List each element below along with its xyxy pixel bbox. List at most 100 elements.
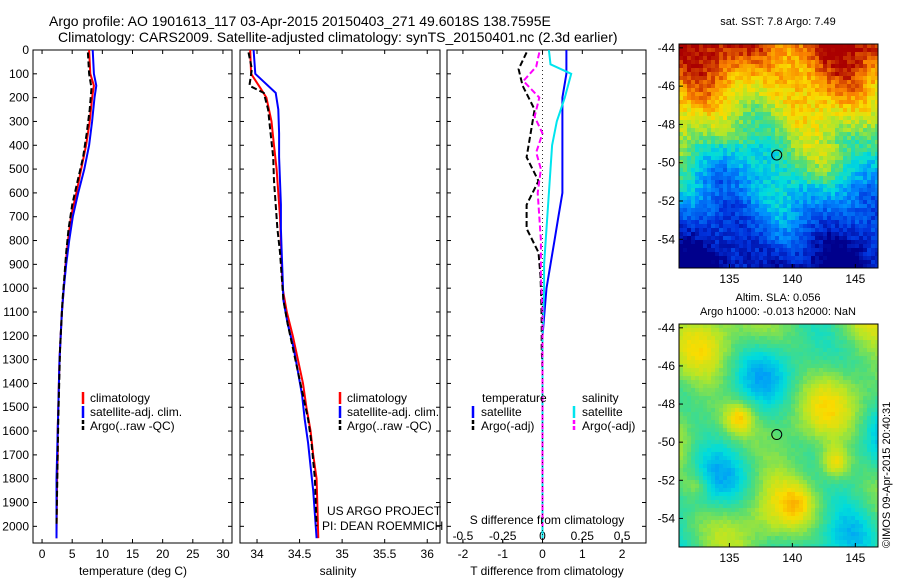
heatmap-cell <box>719 244 724 249</box>
heatmap-cell <box>847 472 852 477</box>
heatmap-cell <box>771 236 776 241</box>
heatmap-cell <box>799 452 804 457</box>
heatmap-cell <box>851 464 856 469</box>
heatmap-cell <box>715 180 720 185</box>
heatmap-cell <box>711 216 716 221</box>
heatmap-cell <box>815 108 820 113</box>
heatmap-cell <box>699 84 704 89</box>
heatmap-cell <box>799 460 804 465</box>
heatmap-cell <box>771 140 776 145</box>
heatmap-cell <box>735 116 740 121</box>
heatmap-cell <box>683 476 688 481</box>
heatmap-cell <box>823 400 828 405</box>
heatmap-cell <box>815 452 820 457</box>
heatmap-cell <box>703 224 708 229</box>
heatmap-cell <box>771 148 776 153</box>
heatmap-cell <box>839 204 844 209</box>
heatmap-cell <box>691 460 696 465</box>
heatmap-cell <box>751 408 756 413</box>
heatmap-cell <box>803 240 808 245</box>
heatmap-cell <box>723 88 728 93</box>
heatmap-cell <box>719 188 724 193</box>
heatmap-cell <box>723 444 728 449</box>
heatmap-cell <box>703 396 708 401</box>
heatmap-cell <box>803 160 808 165</box>
heatmap-cell <box>851 408 856 413</box>
heatmap-cell <box>795 76 800 81</box>
heatmap-cell <box>807 408 812 413</box>
heatmap-cell <box>731 88 736 93</box>
y-tick-label: 1700 <box>2 448 29 462</box>
heatmap-cell <box>819 380 824 385</box>
heatmap-cell <box>743 196 748 201</box>
heatmap-cell <box>763 352 768 357</box>
heatmap-cell <box>711 64 716 69</box>
heatmap-cell <box>771 448 776 453</box>
heatmap-cell <box>687 332 692 337</box>
heatmap-cell <box>799 132 804 137</box>
heatmap-cell <box>687 372 692 377</box>
heatmap-cell <box>787 416 792 421</box>
heatmap-cell <box>863 348 868 353</box>
heatmap-cell <box>827 72 832 77</box>
heatmap-cell <box>683 424 688 429</box>
heatmap-cell <box>759 344 764 349</box>
heatmap-cell <box>699 200 704 205</box>
heatmap-cell <box>723 176 728 181</box>
heatmap-cell <box>715 420 720 425</box>
heatmap-cell <box>811 56 816 61</box>
heatmap-cell <box>827 456 832 461</box>
heatmap-cell <box>835 152 840 157</box>
heatmap-cell <box>807 256 812 261</box>
heatmap-cell <box>683 208 688 213</box>
heatmap-cell <box>699 452 704 457</box>
heatmap-cell <box>739 216 744 221</box>
heatmap-cell <box>851 336 856 341</box>
heatmap-cell <box>855 224 860 229</box>
heatmap-cell <box>739 412 744 417</box>
heatmap-cell <box>747 460 752 465</box>
heatmap-cell <box>859 212 864 217</box>
heatmap-cell <box>871 420 876 425</box>
heatmap-cell <box>851 128 856 133</box>
heatmap-cell <box>711 44 716 49</box>
heatmap-cell <box>863 256 868 261</box>
heatmap-cell <box>807 460 812 465</box>
heatmap-cell <box>811 436 816 441</box>
heatmap-cell <box>771 420 776 425</box>
heatmap-cell <box>811 200 816 205</box>
heatmap-cell <box>707 376 712 381</box>
heatmap-cell <box>871 392 876 397</box>
heatmap-cell <box>843 456 848 461</box>
heatmap-cell <box>875 120 878 125</box>
heatmap-cell <box>855 140 860 145</box>
heatmap-cell <box>863 264 868 268</box>
heatmap-cell <box>863 208 868 213</box>
heatmap-cell <box>735 368 740 373</box>
heatmap-cell <box>867 236 872 241</box>
heatmap-cell <box>831 80 836 85</box>
heatmap-cell <box>839 220 844 225</box>
heatmap-cell <box>743 472 748 477</box>
heatmap-cell <box>711 464 716 469</box>
heatmap-cell <box>851 264 856 268</box>
heatmap-cell <box>771 412 776 417</box>
heatmap-cell <box>731 52 736 57</box>
heatmap-cell <box>811 416 816 421</box>
heatmap-cell <box>867 468 872 473</box>
heatmap-cell <box>803 72 808 77</box>
heatmap-cell <box>703 212 708 217</box>
heatmap-cell <box>855 44 860 49</box>
heatmap-cell <box>771 132 776 137</box>
heatmap-cell <box>759 144 764 149</box>
heatmap-cell <box>771 60 776 65</box>
heatmap-cell <box>723 232 728 237</box>
heatmap-cell <box>835 420 840 425</box>
heatmap-cell <box>691 200 696 205</box>
heatmap-cell <box>775 368 780 373</box>
heatmap-cell <box>799 240 804 245</box>
heatmap-cell <box>843 240 848 245</box>
heatmap-cell <box>779 72 784 77</box>
heatmap-cell <box>727 104 732 109</box>
heatmap-cell <box>851 188 856 193</box>
